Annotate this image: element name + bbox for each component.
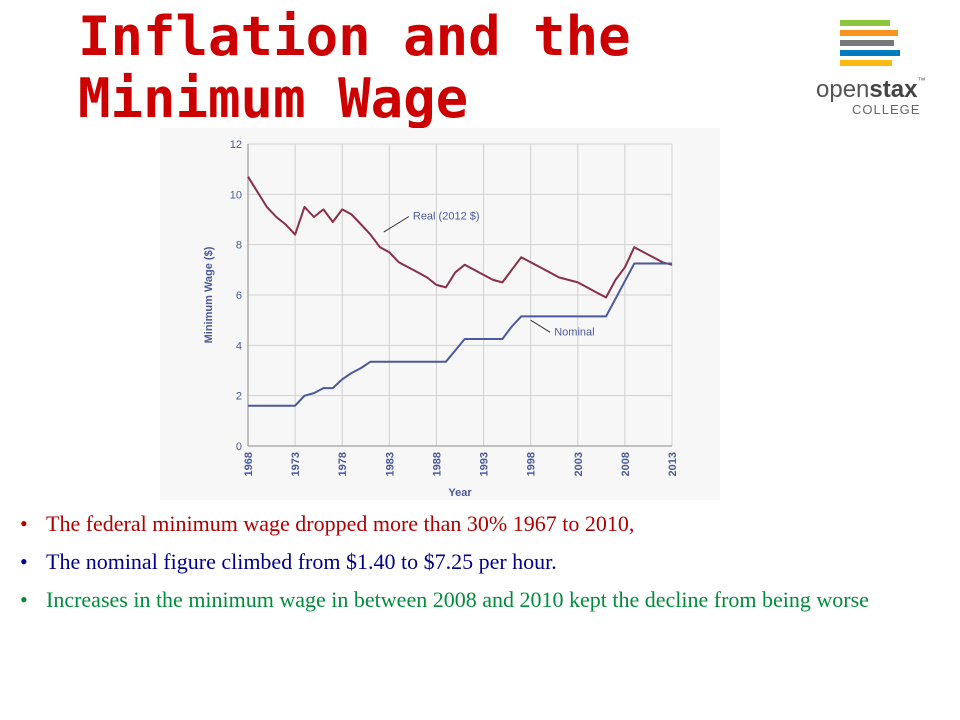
real-series-label: Real (2012 $): [413, 211, 480, 223]
bullet-item: • Increases in the minimum wage in betwee…: [20, 586, 940, 614]
bullet-item: • The nominal figure climbed from $1.40 t…: [20, 548, 940, 576]
x-tick-label: 2003: [573, 452, 585, 476]
chart-svg: 0 2 4 6 8 10 12 1968 1973 1978 1983 1988 1993 1998 200…: [203, 139, 679, 499]
y-tick-label: 4: [236, 340, 242, 352]
logo-stripe: [840, 50, 900, 56]
x-tick-label: 2013: [667, 452, 679, 476]
y-tick-label: 0: [236, 441, 242, 453]
bullet-text: The federal minimum wage dropped more th…: [46, 511, 635, 536]
slide-title-line2: Minimum Wage: [78, 67, 469, 130]
bullet-dot: •: [20, 587, 28, 612]
slide-title-line1: Inflation and the: [78, 5, 631, 68]
nominal-series-label: Nominal: [554, 326, 594, 338]
x-tick-label: 1998: [526, 452, 538, 476]
logo-stripe: [840, 40, 894, 46]
logo-stripe: [840, 60, 892, 66]
x-tick-label: 1973: [290, 452, 302, 476]
bullet-dot: •: [20, 549, 28, 574]
y-axis-label: Minimum Wage ($): [203, 246, 215, 343]
logo-stripe: [840, 30, 898, 36]
x-tick-label: 1993: [479, 452, 491, 476]
x-tick-label: 2008: [620, 452, 632, 476]
logo-stripe: [840, 20, 890, 26]
bullet-list: • The federal minimum wage dropped more t…: [20, 510, 940, 624]
nominal-wage-line: [248, 262, 672, 407]
bullet-text: The nominal figure climbed from $1.40 to…: [46, 549, 557, 574]
x-tick-label: 1978: [337, 452, 349, 476]
x-tick-label: 1988: [431, 452, 443, 476]
x-tick-label: 1968: [243, 452, 255, 476]
x-tick-label: 1983: [384, 452, 396, 476]
real-wage-line: [247, 176, 673, 299]
y-tick-label: 8: [236, 240, 242, 252]
logo-wordmark: openstax™: [816, 76, 926, 103]
annotation-leader: [383, 216, 410, 233]
slide-title: Inflation and the Minimum Wage: [78, 6, 631, 130]
logo-college: COLLEGE: [852, 102, 921, 117]
y-tick-label: 12: [230, 139, 242, 151]
bullet-dot: •: [20, 511, 28, 536]
y-tick-label: 6: [236, 290, 242, 302]
openstax-logo: openstax™ COLLEGE: [808, 18, 938, 118]
minimum-wage-chart: 0 2 4 6 8 10 12 1968 1973 1978 1983 1988 1993 1998 200…: [160, 128, 720, 500]
y-tick-label: 2: [236, 391, 242, 403]
annotation-leader: [530, 319, 551, 333]
y-tick-label: 10: [230, 189, 242, 201]
bullet-text: Increases in the minimum wage in between…: [46, 587, 869, 612]
bullet-item: • The federal minimum wage dropped more t…: [20, 510, 940, 538]
x-axis-label: Year: [448, 487, 472, 499]
